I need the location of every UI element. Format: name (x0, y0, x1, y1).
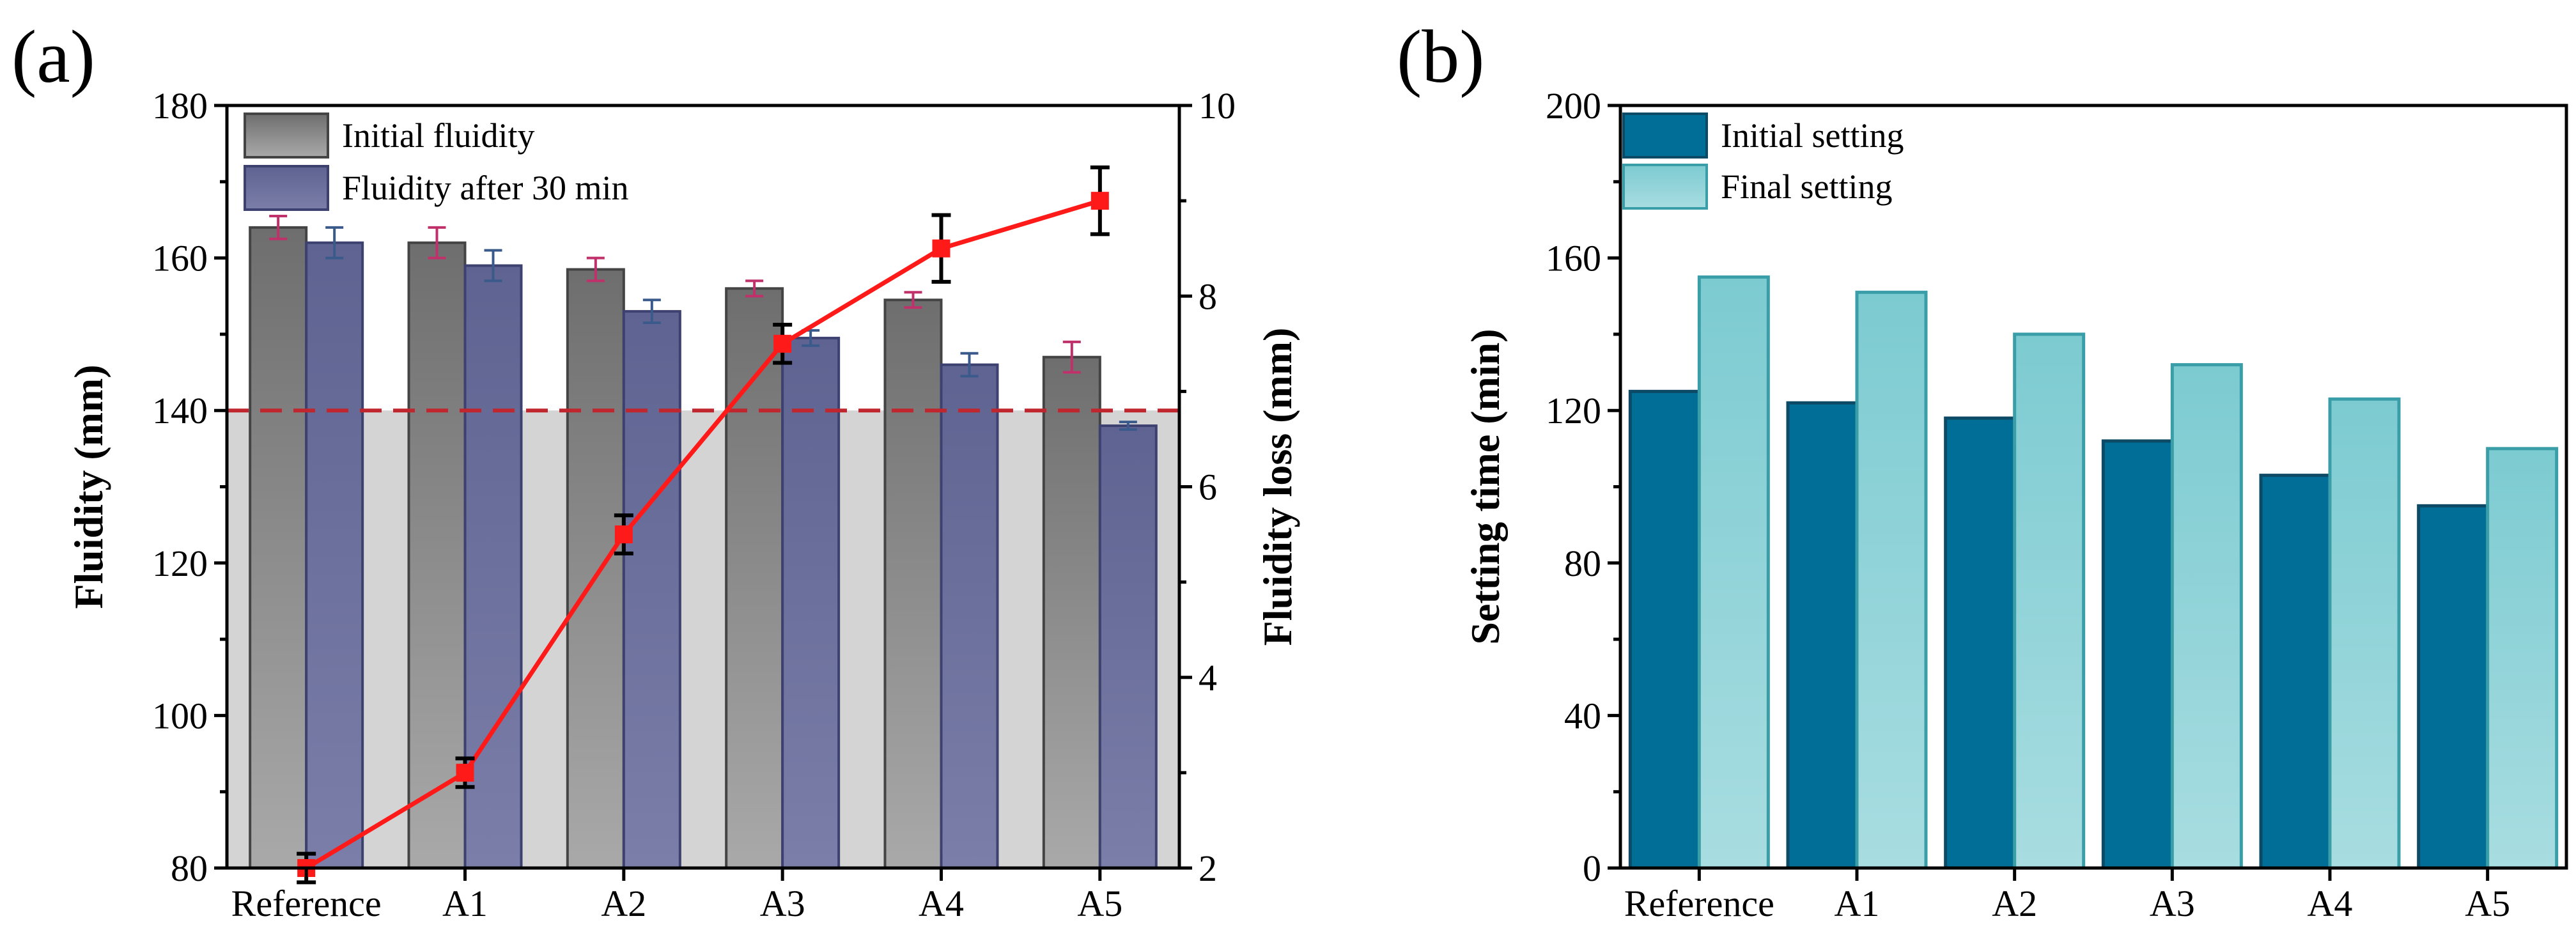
legend-label: Initial fluidity (342, 116, 534, 155)
bar-final-setting (1855, 290, 1928, 870)
y2-tick-label: 8 (1199, 275, 1217, 317)
fluidity-loss-line (305, 198, 1101, 871)
x-tick-label: A3 (760, 883, 805, 924)
y-tick-label: 120 (152, 543, 208, 584)
y2-tick-label: 4 (1199, 657, 1217, 699)
legend: Initial setting Final setting (1622, 112, 1904, 210)
bar-final-setting (2328, 397, 2401, 870)
error-bar (1119, 421, 1137, 431)
legend-swatch-initial-fluidity (244, 112, 329, 159)
x-tick-label: A5 (2465, 883, 2510, 924)
bar-final-setting (2170, 363, 2243, 870)
bar-initial-setting (1944, 416, 2017, 870)
bar-initial-fluidity (883, 299, 943, 869)
bar-final-setting (2013, 332, 2086, 870)
error-bar (484, 249, 502, 283)
bar-fluidity-after-30-min (305, 241, 364, 869)
bar-initial-setting (2101, 439, 2174, 870)
fluidity-loss-marker (932, 239, 950, 258)
bar-final-setting (1697, 275, 1770, 870)
x-tick-label: A3 (2150, 883, 2195, 924)
x-tick-label: A2 (1992, 883, 2037, 924)
y-tick-label: 160 (1546, 238, 1601, 279)
bar-initial-setting (1786, 401, 1859, 870)
y-tick-label: 180 (152, 85, 208, 127)
x-tick-label: A1 (442, 883, 488, 924)
legend-label: Final setting (1721, 167, 1893, 206)
bar-initial-setting (2417, 504, 2490, 870)
x-tick-label: A1 (1835, 883, 1880, 924)
y-tick-label: 0 (1583, 848, 1601, 889)
error-bar (642, 299, 661, 325)
x-tick-label: A4 (2308, 883, 2353, 924)
legend: Initial fluidity Fluidity after 30 min (244, 112, 628, 211)
error-bar (960, 352, 979, 378)
bar-fluidity-after-30-min (940, 363, 999, 869)
y-tick-label: 40 (1564, 695, 1601, 736)
y2-tick-label: 6 (1199, 467, 1217, 508)
y-tick-label: 80 (171, 848, 208, 889)
panel-a: (a) 80 100 120 140 160 180 2 4 6 8 10 Reference A1 A2… (12, 15, 1300, 924)
bar-fluidity-after-30-min (622, 310, 681, 869)
y2-tick-label: 2 (1199, 848, 1217, 889)
x-tick-label: A5 (1077, 883, 1122, 924)
y2-tick-label: 10 (1199, 85, 1236, 127)
bar-initial-fluidity (1042, 355, 1101, 869)
bar-fluidity-after-30-min (781, 336, 841, 869)
legend-swatch-initial-setting (1622, 112, 1708, 159)
error-bar (904, 291, 922, 309)
bar-initial-setting (2259, 474, 2332, 870)
error-bar (586, 256, 605, 283)
bar-initial-fluidity (566, 268, 625, 869)
y2-axis-title: Fluidity loss (mm) (1255, 328, 1300, 646)
x-tick-label: A2 (601, 883, 646, 924)
x-tick-label: Reference (231, 883, 382, 924)
y-tick-label: 140 (152, 390, 208, 431)
panel-b: (b) 0 40 80 120 160 200 Reference A1 A2 A3 A4 A5 Se… (1397, 15, 2568, 924)
y-tick-label: 160 (152, 238, 208, 279)
legend-label: Initial setting (1721, 116, 1904, 155)
panel-b-label: (b) (1397, 15, 1485, 98)
legend-swatch-final-setting (1622, 164, 1708, 210)
legend-label: Fluidity after 30 min (342, 169, 628, 207)
y-tick-label: 200 (1546, 85, 1601, 127)
threshold-shaded-region (227, 410, 1179, 868)
fluidity-loss-marker (773, 334, 792, 353)
error-bar (428, 226, 446, 260)
bar-initial-fluidity (249, 226, 308, 869)
error-bar (1062, 340, 1081, 374)
bar-final-setting (2486, 447, 2559, 870)
y-tick-label: 120 (1546, 390, 1601, 431)
y-tick-label: 100 (152, 695, 208, 736)
bar-fluidity-after-30-min (1098, 424, 1158, 869)
fluidity-loss-marker (456, 763, 474, 782)
legend-swatch-fluidity-after-30-min (244, 165, 329, 211)
x-tick-label: A4 (919, 883, 964, 924)
y-tick-label: 80 (1564, 543, 1601, 584)
error-bar (745, 279, 764, 298)
y-axis-title: Setting time (min) (1463, 329, 1508, 644)
panel-a-label: (a) (12, 15, 95, 98)
x-tick-label: Reference (1624, 883, 1774, 924)
fluidity-loss-marker (614, 525, 633, 544)
error-bar (325, 226, 344, 260)
bar-initial-setting (1628, 389, 1701, 870)
error-bar (269, 214, 288, 240)
y-axis-title: Fluidity (mm) (66, 364, 111, 609)
fluidity-loss-marker (1090, 192, 1109, 210)
